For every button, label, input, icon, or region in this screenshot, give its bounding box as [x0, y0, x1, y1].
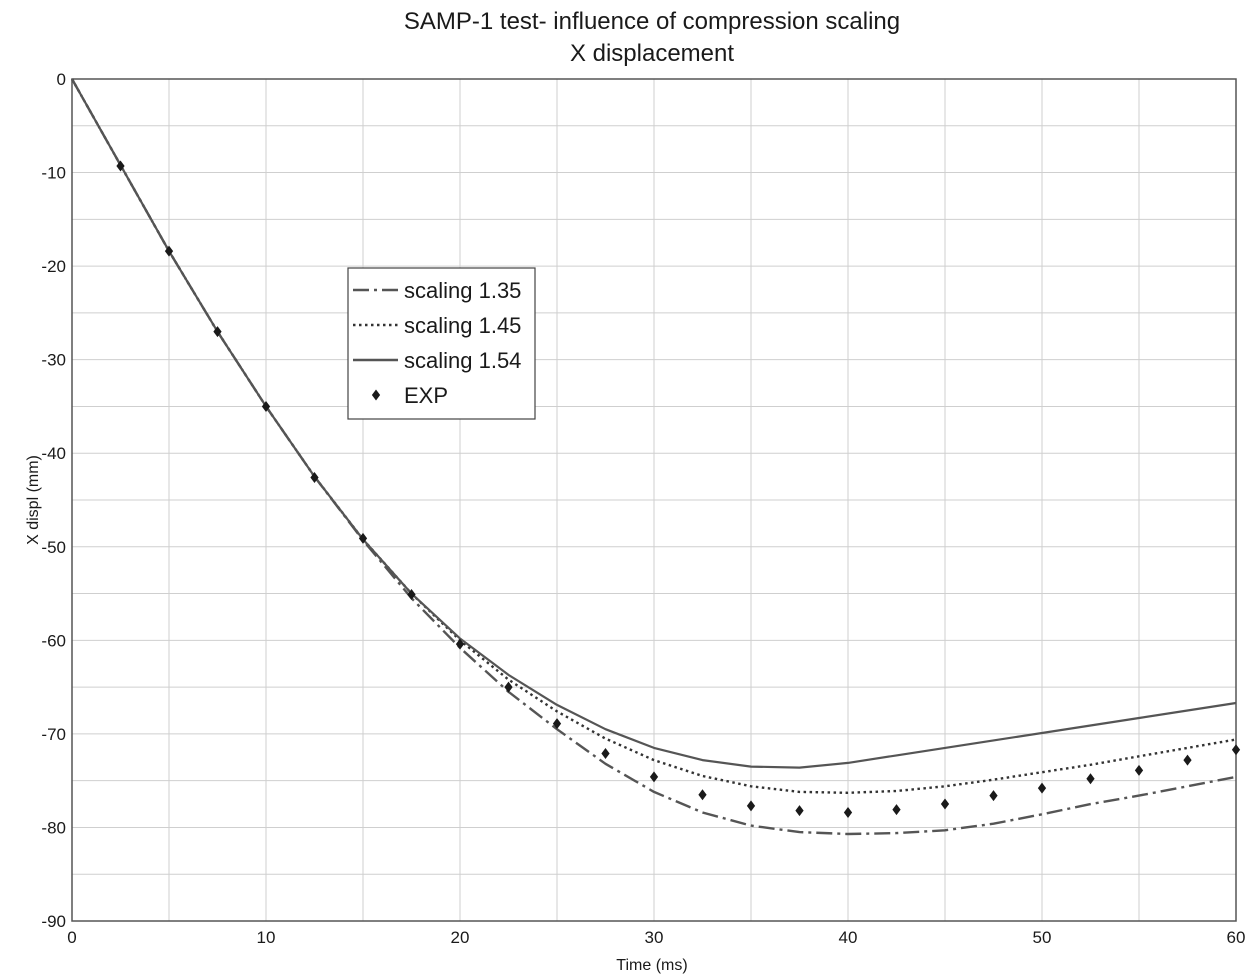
data-point [1231, 744, 1241, 756]
data-point [213, 326, 222, 338]
y-tick-label: -90 [41, 912, 66, 931]
x-axis-label: Time (ms) [616, 957, 687, 974]
legend-label: scaling 1.35 [404, 278, 521, 303]
data-point [407, 588, 416, 600]
x-tick-label: 10 [257, 928, 276, 947]
data-point [455, 638, 465, 650]
x-tick-label: 0 [67, 928, 76, 947]
data-point [1086, 773, 1095, 785]
data-point [795, 805, 804, 817]
chart-subtitle: X displacement [570, 40, 734, 67]
legend-label: scaling 1.54 [404, 348, 521, 373]
legend: scaling 1.35 scaling 1.45 scaling 1.54 EXP [347, 267, 536, 420]
series-2 [70, 78, 1237, 794]
series-layer [70, 78, 1241, 836]
data-point [892, 804, 901, 816]
y-tick-label: -10 [41, 164, 66, 183]
series-4 [116, 160, 1241, 818]
data-point [601, 748, 610, 760]
plot-frame [71, 78, 1237, 922]
data-point [504, 681, 513, 693]
legend-label: scaling 1.45 [404, 313, 521, 338]
data-point [698, 789, 707, 801]
data-point [1037, 782, 1047, 794]
data-point [310, 472, 319, 484]
data-point [164, 245, 174, 257]
x-tick-label: 40 [839, 928, 858, 947]
grid [71, 78, 1237, 922]
x-tick-label: 30 [645, 928, 664, 947]
y-tick-label: -70 [41, 725, 66, 744]
data-point [261, 400, 271, 412]
x-axis: 0 10 20 30 40 50 60 [67, 928, 1245, 947]
y-tick-label: -80 [41, 818, 66, 837]
data-point [649, 771, 659, 783]
data-point [989, 790, 998, 802]
y-tick-label: -50 [41, 538, 66, 557]
data-point [843, 806, 853, 818]
legend-marker [371, 389, 381, 401]
data-point [552, 718, 562, 730]
series-line [70, 78, 1237, 794]
x-tick-label: 50 [1033, 928, 1052, 947]
y-axis: 0 -10 -20 -30 -40 -50 -60 -70 -80 -90 [41, 70, 66, 931]
legend-label: EXP [404, 383, 448, 408]
x-tick-label: 20 [451, 928, 470, 947]
data-point [940, 798, 950, 810]
chart-title: SAMP-1 test- influence of compression sc… [404, 8, 900, 35]
y-tick-label: -30 [41, 351, 66, 370]
y-tick-label: 0 [57, 70, 66, 89]
data-point [1183, 754, 1192, 766]
data-point [746, 800, 756, 812]
y-tick-label: -40 [41, 444, 66, 463]
y-axis-label: X displ (mm) [25, 455, 42, 545]
data-point [116, 160, 125, 172]
data-point [1134, 764, 1144, 776]
y-tick-label: -60 [41, 631, 66, 650]
y-tick-label: -20 [41, 257, 66, 276]
data-point [358, 532, 368, 544]
x-tick-label: 60 [1227, 928, 1246, 947]
